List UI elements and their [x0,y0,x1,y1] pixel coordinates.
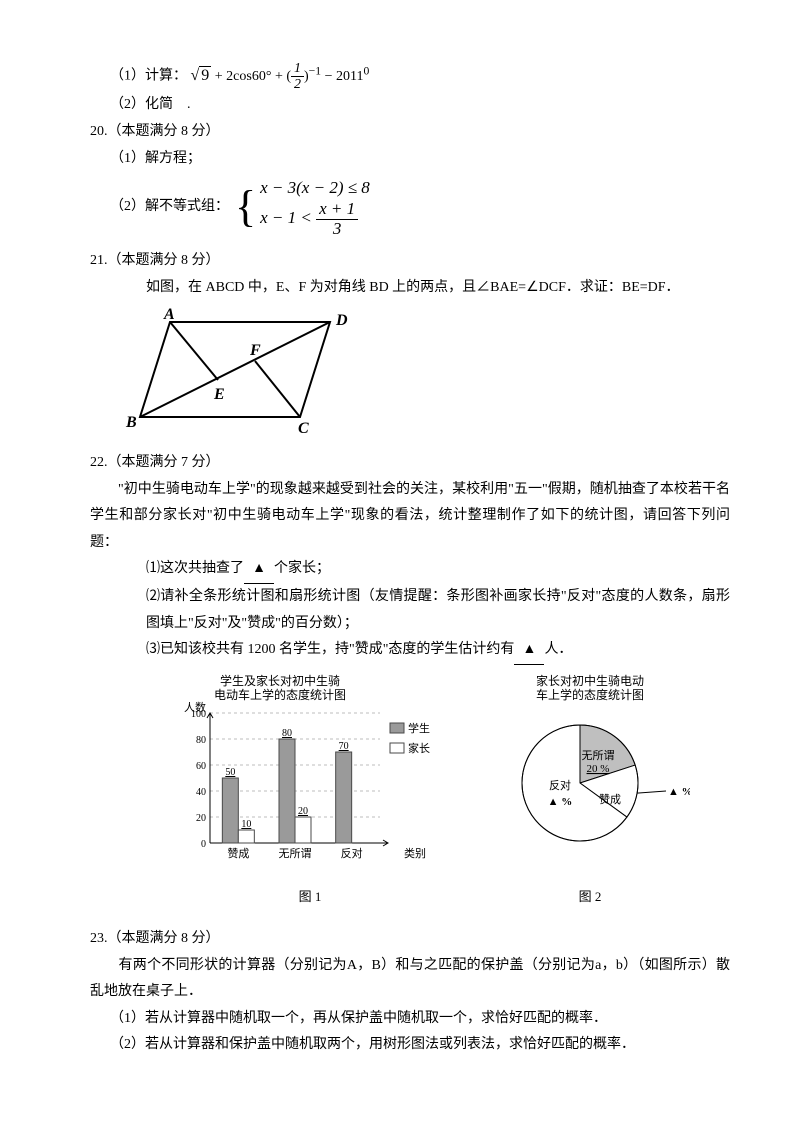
sys-frac-n: x + 1 [316,200,358,220]
svg-text:20: 20 [196,813,206,824]
q22-blank2: ▲ [514,637,544,665]
q22-p1: "初中生骑电动车上学"的现象越来越受到社会的关注，某校利用"五一"假期，随机抽查… [90,477,730,557]
svg-text:家长对初中生骑电动: 家长对初中生骑电动 [536,673,644,688]
q21-heading: 21.（本题满分 8 分） [90,248,730,275]
frac-d: 2 [291,77,304,92]
pie-chart: 家长对初中生骑电动车上学的态度统计图无所谓20 % 赞成 反对 ▲ % ▲ % 图 2 [490,673,690,910]
svg-text:学生: 学生 [408,721,430,735]
svg-text:无所谓: 无所谓 [582,749,615,762]
q22-li3-pre: ⑶已知该校共有 1200 名学生，持"赞成"态度的学生估计约有 [146,642,514,657]
svg-text:10: 10 [241,819,251,830]
svg-text:赞成: 赞成 [227,847,249,860]
svg-text:40: 40 [196,787,206,798]
svg-text:100: 100 [191,709,206,720]
q19-2011: − 2011 [325,69,364,84]
diagram-label-F: F [249,342,261,359]
q22-li2: ⑵请补全条形统计图和扇形统计图（友情提醒：条形图补画家长持"反对"态度的人数条，… [90,584,730,637]
q19-part1: （1）计算： √9 + 2cos60° + (12)−1 − 20110 [90,60,730,92]
q22-li1: ⑴这次共抽查了▲个家长； [90,556,730,584]
inequality-system: { x − 3(x − 2) ≤ 8 x − 1 < x + 13 [235,176,370,238]
brace-icon: { [235,185,256,229]
svg-text:▲ %: ▲ % [548,796,573,808]
svg-text:赞成: 赞成 [599,793,621,806]
svg-text:类别: 类别 [404,846,426,860]
q22-li3-post: 人． [544,642,572,657]
diagram-label-E: E [213,386,225,403]
svg-text:50: 50 [225,767,235,778]
q22-li3: ⑶已知该校共有 1200 名学生，持"赞成"态度的学生估计约有▲人． [90,637,730,665]
svg-text:60: 60 [196,761,206,772]
frac-n: 1 [291,61,304,77]
q20-part2-label: （2）解不等式组： [110,194,229,221]
diagram-label-D: D [335,312,348,329]
q19-part2: （2）化简 . [90,92,730,119]
exp-neg1: −1 [309,64,321,77]
sys-frac-d: 3 [316,220,358,239]
svg-text:80: 80 [282,728,292,739]
q19-cos: + 2cos60° [215,69,272,84]
diagram-label-C: C [298,420,309,437]
q23-p1: 有两个不同形状的计算器（分别记为A，B）和与之匹配的保护盖（分别记为a，b）（如… [90,953,730,1006]
q21-body: 如图，在 ABCD 中，E、F 为对角线 BD 上的两点，且∠BAE=∠DCF．… [90,275,730,302]
svg-text:20: 20 [298,806,308,817]
svg-text:0: 0 [201,839,206,850]
sys-row1: x − 3(x − 2) ≤ 8 [260,176,370,200]
svg-text:学生及家长对初中生骑: 学生及家长对初中生骑 [220,673,340,688]
q20-heading: 20.（本题满分 8 分） [90,119,730,146]
bar-chart: 学生及家长对初中生骑电动车上学的态度统计图人数0204060801005010赞… [170,673,450,910]
svg-text:家长: 家长 [408,741,430,755]
svg-text:70: 70 [339,741,349,752]
q19-expr: √9 + 2cos60° + (12)−1 − 20110 [191,69,370,84]
sys-row2: x − 1 < x + 13 [260,200,370,238]
q22-li1-post: 个家长； [274,561,330,576]
q20-part2: （2）解不等式组： { x − 3(x − 2) ≤ 8 x − 1 < x +… [90,176,730,238]
q22-li1-pre: ⑴这次共抽查了 [146,561,244,576]
svg-text:车上学的态度统计图: 车上学的态度统计图 [536,687,644,702]
svg-text:电动车上学的态度统计图: 电动车上学的态度统计图 [214,687,346,702]
q22-blank1: ▲ [244,556,274,584]
q23-p3: （2）若从计算器和保护盖中随机取两个，用树形图法或列表法，求恰好匹配的概率． [90,1032,730,1059]
svg-text:反对: 反对 [341,846,363,860]
svg-text:反对: 反对 [549,778,571,792]
q20-part1: （1）解方程； [90,146,730,173]
q23-p2: （1）若从计算器中随机取一个，再从保护盖中随机取一个，求恰好匹配的概率． [90,1006,730,1033]
exp-0: 0 [363,64,369,77]
diagram-label-A: A [163,307,175,323]
svg-text:20 %: 20 % [587,763,610,775]
svg-text:80: 80 [196,735,206,746]
sys-row2-lhs: x − 1 < [260,208,312,227]
q23-heading: 23.（本题满分 8 分） [90,926,730,953]
svg-text:▲ %: ▲ % [668,786,690,798]
diagram-label-B: B [125,414,137,431]
q22-heading: 22.（本题满分 7 分） [90,450,730,477]
q19-part1-label: （1）计算： [110,69,187,84]
bar-caption: 图 1 [170,885,450,910]
q21-diagram: A B C D E F [120,307,730,448]
pie-caption: 图 2 [490,885,690,910]
svg-text:无所谓: 无所谓 [279,847,312,860]
